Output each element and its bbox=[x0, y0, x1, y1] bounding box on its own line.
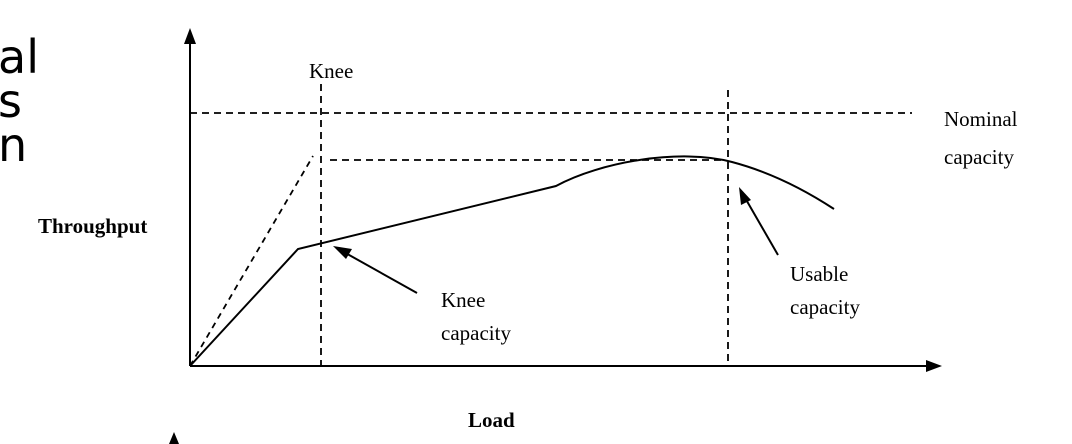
usable-capacity-arrow bbox=[743, 195, 779, 256]
y-axis-arrowhead bbox=[184, 28, 196, 44]
knee-capacity-label-line2: capacity bbox=[441, 321, 511, 345]
knee-capacity-label-line1: Knee bbox=[441, 288, 485, 312]
y-axis-label: Throughput bbox=[38, 214, 147, 238]
usable-capacity-label-line1: Usable bbox=[790, 262, 848, 286]
clipped-text-1: al bbox=[0, 30, 39, 84]
knee-capacity-arrowhead bbox=[333, 246, 352, 259]
usable-capacity-label-line2: capacity bbox=[790, 295, 860, 319]
lower-y-axis-arrowhead bbox=[169, 432, 179, 444]
usable-capacity-arrowhead bbox=[739, 187, 751, 205]
throughput-curve bbox=[189, 155, 835, 367]
nominal-capacity-label-line2: capacity bbox=[944, 145, 1014, 169]
x-axis-arrowhead bbox=[926, 360, 942, 372]
knee-label: Knee bbox=[309, 59, 353, 83]
ideal-throughput-line bbox=[189, 155, 314, 367]
nominal-capacity-label-line1: Nominal bbox=[944, 107, 1018, 131]
x-axis-label: Load bbox=[468, 408, 515, 432]
clipped-text-2: s bbox=[0, 74, 22, 128]
knee-capacity-arrow bbox=[341, 250, 418, 294]
clipped-text-3: n bbox=[0, 118, 28, 172]
